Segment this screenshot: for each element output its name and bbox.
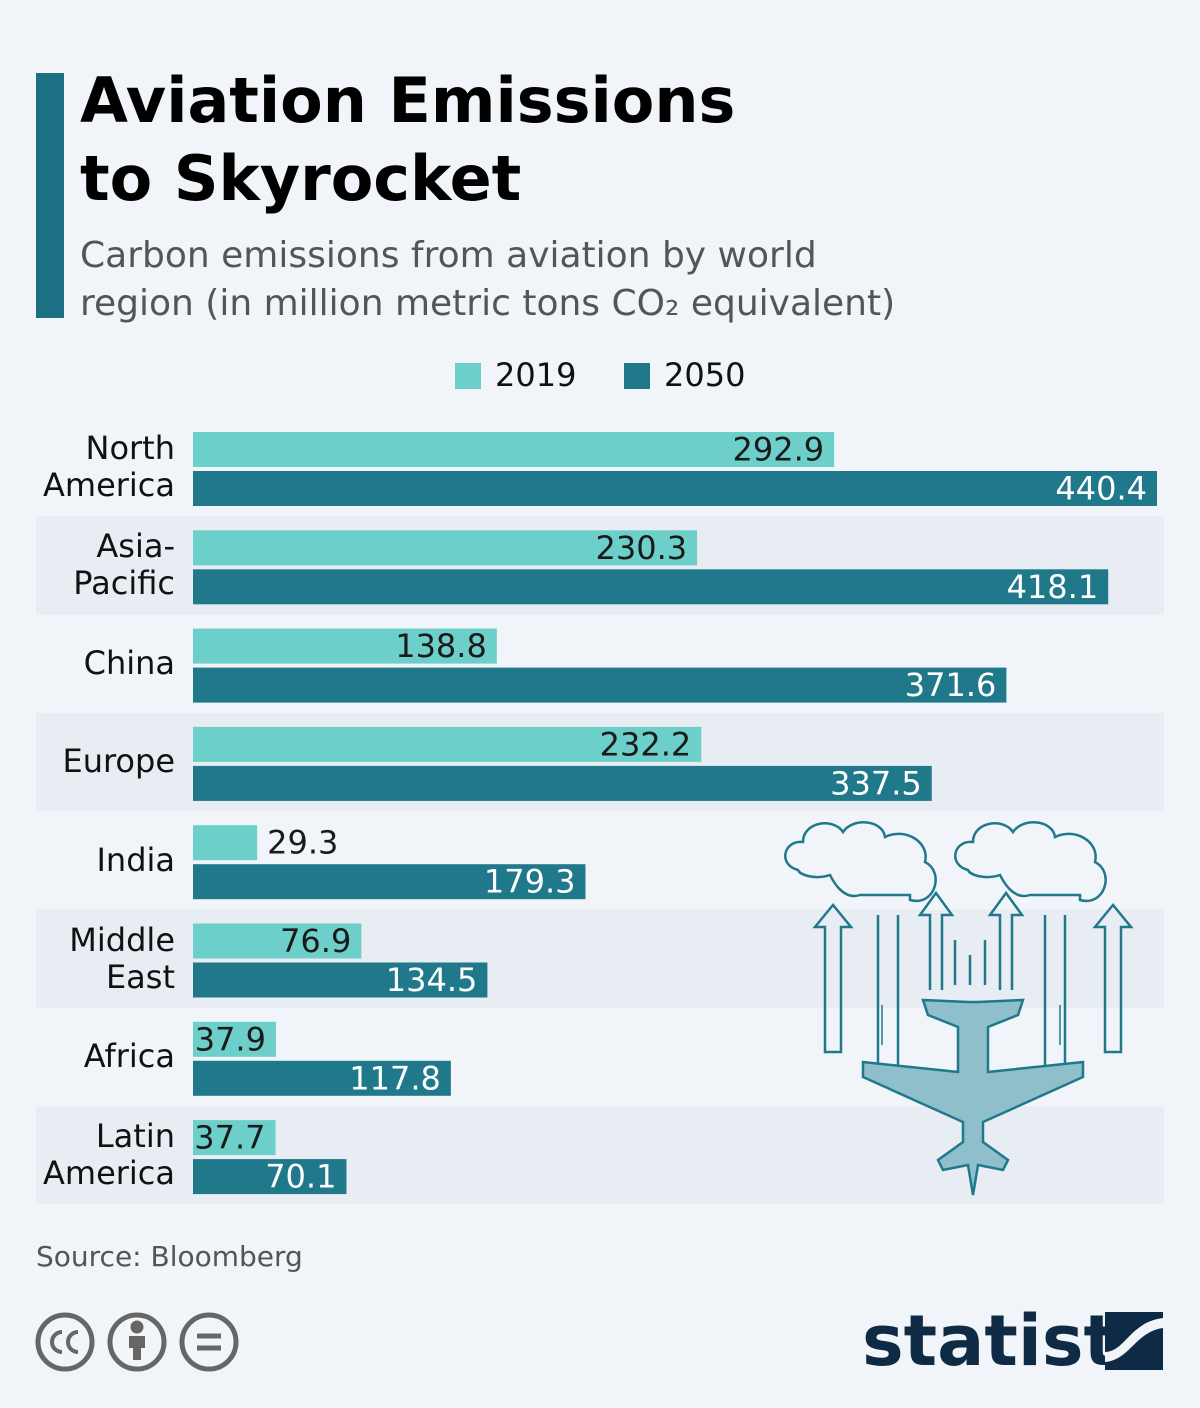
chart-title: Aviation Emissions to Skyrocket [80,64,736,215]
value-label: 76.9 [280,922,351,960]
bar [193,667,1007,703]
legend-swatch [624,363,650,389]
category-label: Latin America [43,1117,175,1193]
bar [193,530,698,566]
value-label: 117.8 [349,1059,441,1097]
category-label: North America [43,429,175,504]
value-label: 37.7 [194,1119,265,1157]
source: Source: Bloomberg [36,1240,303,1273]
bar [193,471,1157,506]
value-label: 418.1 [1007,568,1099,606]
bar [193,1120,276,1156]
bar [193,765,932,801]
bar [193,825,258,861]
bar [193,1060,451,1096]
category-label: Middle East [69,920,175,996]
category-label: Asia-Pacific [73,527,175,603]
value-label: 230.3 [595,529,687,567]
legend-swatch [455,363,481,389]
category-label: Africa [83,1037,175,1076]
category-label: China [83,644,175,683]
title-accent [36,73,64,318]
bar [193,432,835,467]
value-label: 37.9 [195,1020,266,1058]
legend-label: 2050 [664,356,745,394]
bar [193,1159,347,1195]
brand-mark [1105,1312,1163,1370]
plane-illustration [784,821,1134,1065]
license-icons [35,1312,239,1372]
value-label: 371.6 [905,666,997,704]
value-label: 134.5 [386,961,478,999]
bar [193,1021,276,1057]
plane-body [861,998,1085,1196]
value-label: 337.5 [830,764,922,802]
bar [193,864,586,900]
category-label: Europe [62,742,175,781]
value-label: 179.3 [484,863,576,901]
bar [193,962,488,998]
value-label: 292.9 [733,431,825,469]
legend-label: 2019 [495,356,576,394]
value-label: 232.2 [600,725,692,763]
legend: 2019 2050 [455,356,745,394]
bar [193,923,362,959]
chart-subtitle: Carbon emissions from aviation by world … [80,235,896,324]
value-label: 138.8 [395,627,487,665]
bar [193,726,702,762]
bar [193,628,497,664]
bar [193,569,1109,605]
value-label: 70.1 [265,1158,336,1196]
plane [861,998,1085,1196]
value-label: 29.3 [267,824,338,862]
category-label: India [96,840,175,879]
value-label: 440.4 [1055,470,1147,508]
